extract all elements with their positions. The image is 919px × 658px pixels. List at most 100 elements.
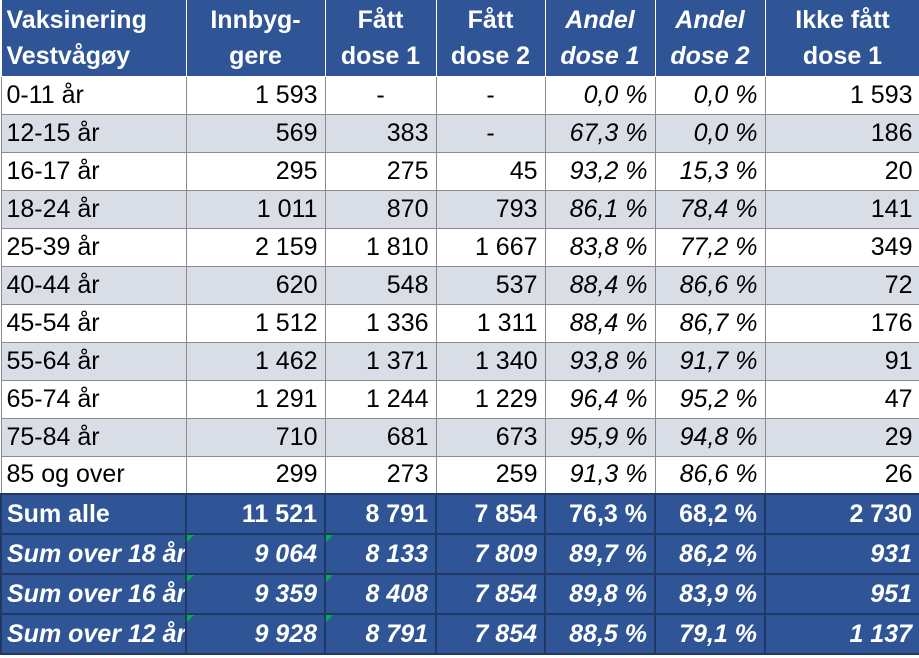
sum-cell-dose2-count[interactable]: 7 854: [435, 613, 546, 655]
sum-cell-dose2-count[interactable]: 7 809: [435, 533, 546, 575]
cell-dose2-count[interactable]: 537: [435, 265, 546, 305]
cell-no-dose1-count[interactable]: 72: [764, 265, 919, 305]
cell-dose1-count[interactable]: 1 244: [324, 379, 437, 419]
sum-cell-age-group[interactable]: Sum alle: [0, 493, 187, 535]
cell-age-group[interactable]: 85 og over: [0, 455, 187, 495]
cell-dose2-share[interactable]: 0,0 %: [654, 113, 766, 153]
cell-age-group[interactable]: 18-24 år: [0, 189, 187, 229]
cell-population[interactable]: 2 159: [185, 227, 326, 267]
cell-dose1-count[interactable]: 275: [324, 151, 437, 191]
cell-population[interactable]: 1 462: [185, 341, 326, 381]
cell-dose2-share[interactable]: 78,4 %: [654, 189, 766, 229]
cell-dose1-count[interactable]: -: [324, 75, 437, 115]
sum-cell-no-dose1-count[interactable]: 1 137: [764, 613, 919, 655]
cell-dose2-share[interactable]: 86,6 %: [654, 265, 766, 305]
cell-no-dose1-count[interactable]: 20: [764, 151, 919, 191]
cell-dose1-share[interactable]: 95,9 %: [544, 417, 656, 457]
sum-cell-population[interactable]: 9 064: [185, 533, 326, 575]
cell-population[interactable]: 620: [185, 265, 326, 305]
cell-dose1-count[interactable]: 548: [324, 265, 437, 305]
cell-age-group[interactable]: 65-74 år: [0, 379, 187, 419]
cell-dose2-share[interactable]: 91,7 %: [654, 341, 766, 381]
cell-no-dose1-count[interactable]: 91: [764, 341, 919, 381]
sum-cell-dose2-share[interactable]: 86,2 %: [654, 533, 766, 575]
cell-age-group[interactable]: 45-54 år: [0, 303, 187, 343]
cell-age-group[interactable]: 55-64 år: [0, 341, 187, 381]
cell-no-dose1-count[interactable]: 26: [764, 455, 919, 495]
sum-cell-dose1-share[interactable]: 89,8 %: [544, 573, 656, 615]
cell-dose1-count[interactable]: 681: [324, 417, 437, 457]
sum-cell-no-dose1-count[interactable]: 2 730: [764, 493, 919, 535]
cell-dose2-share[interactable]: 86,6 %: [654, 455, 766, 495]
cell-no-dose1-count[interactable]: 349: [764, 227, 919, 267]
cell-dose1-share[interactable]: 91,3 %: [544, 455, 656, 495]
cell-dose2-count[interactable]: 1 667: [435, 227, 546, 267]
cell-dose2-share[interactable]: 86,7 %: [654, 303, 766, 343]
cell-dose2-share[interactable]: 94,8 %: [654, 417, 766, 457]
cell-dose1-count[interactable]: 273: [324, 455, 437, 495]
cell-no-dose1-count[interactable]: 47: [764, 379, 919, 419]
cell-dose2-count[interactable]: 259: [435, 455, 546, 495]
cell-dose1-share[interactable]: 93,8 %: [544, 341, 656, 381]
cell-population[interactable]: 1 593: [185, 75, 326, 115]
cell-dose2-count[interactable]: -: [435, 75, 546, 115]
cell-dose1-count[interactable]: 1 371: [324, 341, 437, 381]
cell-dose2-count[interactable]: 1 229: [435, 379, 546, 419]
cell-dose2-count[interactable]: -: [435, 113, 546, 153]
cell-population[interactable]: 1 512: [185, 303, 326, 343]
sum-cell-dose1-share[interactable]: 88,5 %: [544, 613, 656, 655]
cell-dose1-share[interactable]: 88,4 %: [544, 265, 656, 305]
sum-cell-dose1-count[interactable]: 8 791: [324, 613, 437, 655]
sum-cell-dose2-share[interactable]: 68,2 %: [654, 493, 766, 535]
cell-population[interactable]: 1 291: [185, 379, 326, 419]
cell-population[interactable]: 299: [185, 455, 326, 495]
cell-dose2-count[interactable]: 793: [435, 189, 546, 229]
sum-cell-no-dose1-count[interactable]: 931: [764, 533, 919, 575]
cell-no-dose1-count[interactable]: 29: [764, 417, 919, 457]
sum-cell-dose1-share[interactable]: 76,3 %: [544, 493, 656, 535]
sum-cell-dose2-share[interactable]: 79,1 %: [654, 613, 766, 655]
cell-age-group[interactable]: 75-84 år: [0, 417, 187, 457]
cell-population[interactable]: 1 011: [185, 189, 326, 229]
sum-cell-dose1-share[interactable]: 89,7 %: [544, 533, 656, 575]
cell-dose1-share[interactable]: 93,2 %: [544, 151, 656, 191]
cell-no-dose1-count[interactable]: 176: [764, 303, 919, 343]
sum-cell-dose1-count[interactable]: 8 791: [324, 493, 437, 535]
cell-dose1-count[interactable]: 383: [324, 113, 437, 153]
cell-age-group[interactable]: 12-15 år: [0, 113, 187, 153]
cell-population[interactable]: 710: [185, 417, 326, 457]
cell-dose1-share[interactable]: 67,3 %: [544, 113, 656, 153]
sum-cell-age-group[interactable]: Sum over 12 år: [0, 613, 187, 655]
sum-cell-dose2-share[interactable]: 83,9 %: [654, 573, 766, 615]
sum-cell-age-group[interactable]: Sum over 16 år: [0, 573, 187, 615]
cell-dose2-count[interactable]: 1 311: [435, 303, 546, 343]
cell-dose2-share[interactable]: 95,2 %: [654, 379, 766, 419]
sum-cell-dose1-count[interactable]: 8 133: [324, 533, 437, 575]
cell-dose2-share[interactable]: 77,2 %: [654, 227, 766, 267]
cell-population[interactable]: 295: [185, 151, 326, 191]
sum-cell-dose2-count[interactable]: 7 854: [435, 493, 546, 535]
sum-cell-population[interactable]: 9 928: [185, 613, 326, 655]
sum-cell-no-dose1-count[interactable]: 951: [764, 573, 919, 615]
cell-dose2-count[interactable]: 45: [435, 151, 546, 191]
cell-age-group[interactable]: 25-39 år: [0, 227, 187, 267]
cell-no-dose1-count[interactable]: 141: [764, 189, 919, 229]
cell-dose2-count[interactable]: 673: [435, 417, 546, 457]
cell-no-dose1-count[interactable]: 1 593: [764, 75, 919, 115]
cell-age-group[interactable]: 0-11 år: [0, 75, 187, 115]
cell-dose1-count[interactable]: 1 810: [324, 227, 437, 267]
cell-dose1-share[interactable]: 83,8 %: [544, 227, 656, 267]
cell-dose2-share[interactable]: 15,3 %: [654, 151, 766, 191]
cell-dose2-count[interactable]: 1 340: [435, 341, 546, 381]
cell-dose1-share[interactable]: 88,4 %: [544, 303, 656, 343]
cell-age-group[interactable]: 40-44 år: [0, 265, 187, 305]
cell-dose1-count[interactable]: 1 336: [324, 303, 437, 343]
cell-dose1-count[interactable]: 870: [324, 189, 437, 229]
cell-age-group[interactable]: 16-17 år: [0, 151, 187, 191]
sum-cell-population[interactable]: 11 521: [185, 493, 326, 535]
cell-no-dose1-count[interactable]: 186: [764, 113, 919, 153]
cell-dose2-share[interactable]: 0,0 %: [654, 75, 766, 115]
cell-dose1-share[interactable]: 0,0 %: [544, 75, 656, 115]
sum-cell-dose1-count[interactable]: 8 408: [324, 573, 437, 615]
cell-population[interactable]: 569: [185, 113, 326, 153]
